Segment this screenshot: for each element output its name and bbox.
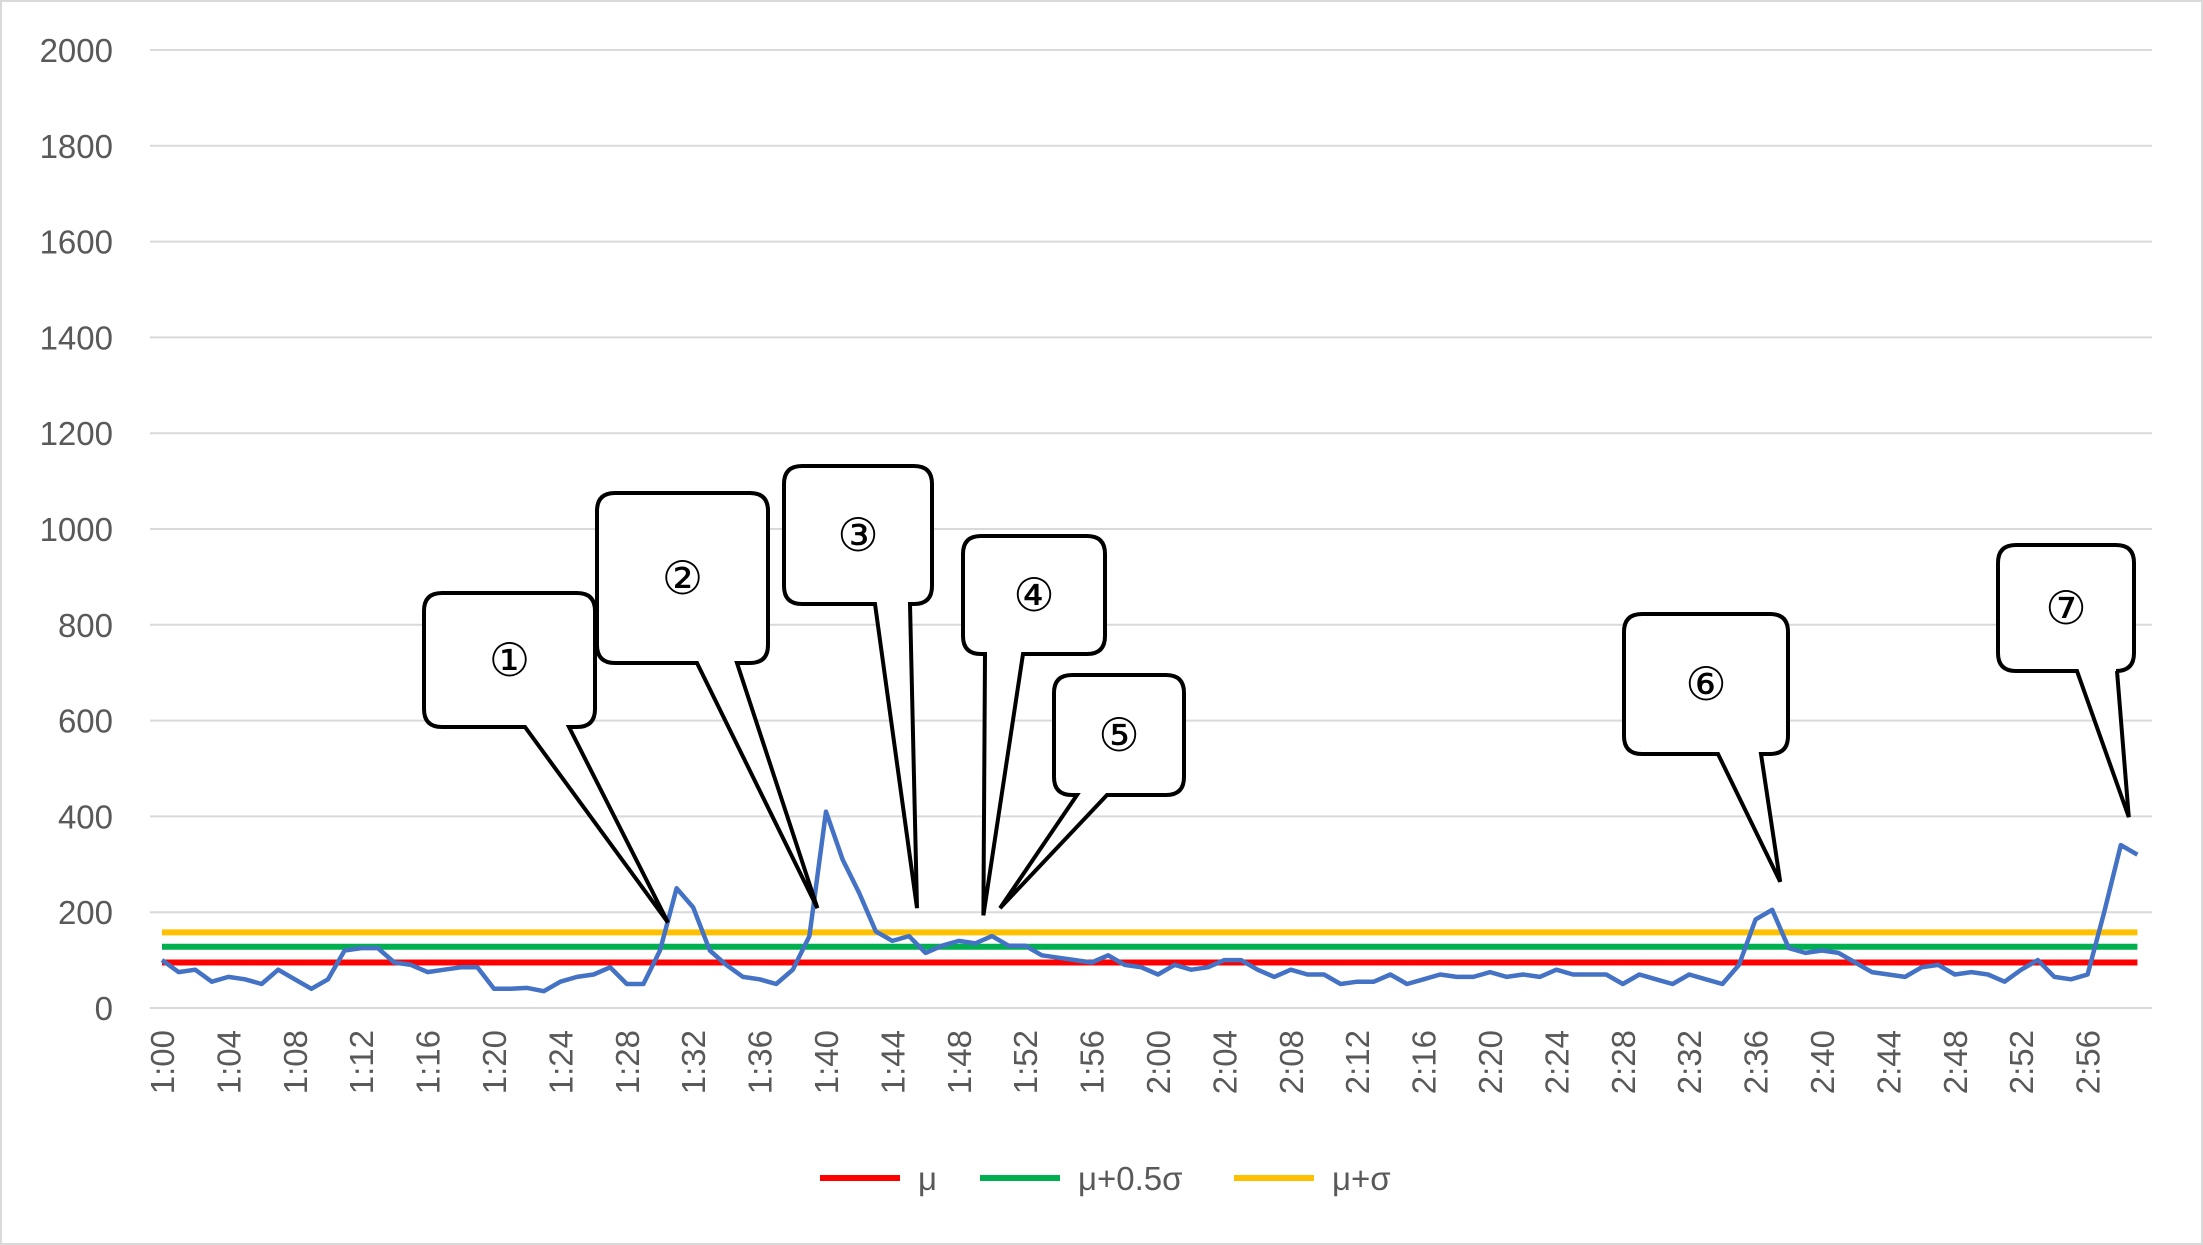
x-tick-label: 2:16 <box>1406 1030 1443 1094</box>
x-tick-label: 2:56 <box>2070 1030 2107 1094</box>
callout-bubble <box>595 491 820 910</box>
x-tick-label: 2:08 <box>1273 1030 1310 1094</box>
y-tick-label: 1600 <box>40 224 113 261</box>
x-tick-label: 1:40 <box>808 1030 845 1094</box>
callout-label: ⑦ <box>2045 581 2086 635</box>
x-tick-label: 2:00 <box>1140 1030 1177 1094</box>
y-tick-label: 2000 <box>40 32 113 69</box>
series-line-main <box>160 809 2139 994</box>
x-tick-label: 1:00 <box>144 1030 181 1094</box>
callout-bubble <box>1622 612 1790 883</box>
x-tick-label: 2:48 <box>1937 1030 1974 1094</box>
legend: μ μ+0.5σ μ+σ <box>820 1160 1391 1197</box>
callout-bubble <box>422 591 670 924</box>
x-tick-label: 1:24 <box>542 1030 579 1094</box>
callout-bubble <box>782 464 934 909</box>
x-tick-label: 1:48 <box>941 1030 978 1094</box>
x-tick-label: 2:24 <box>1538 1030 1575 1094</box>
y-tick-label: 1400 <box>40 319 113 356</box>
x-tick-label: 1:08 <box>277 1030 314 1094</box>
y-tick-label: 0 <box>95 990 113 1027</box>
grid-layer <box>150 49 2152 914</box>
y-tick-label: 1000 <box>40 511 113 548</box>
x-tick-label: 1:36 <box>742 1030 779 1094</box>
legend-label: μ+0.5σ <box>1078 1160 1183 1197</box>
y-tick-label: 200 <box>58 894 113 931</box>
x-tick-label: 1:32 <box>675 1030 712 1094</box>
callout-bubble <box>961 534 1107 916</box>
x-tick-label: 1:04 <box>210 1030 247 1094</box>
callout-bubble <box>998 673 1186 910</box>
x-tick-label: 2:20 <box>1472 1030 1509 1094</box>
y-tick-label: 1200 <box>40 415 113 452</box>
callout-label: ① <box>489 633 530 687</box>
callout-label: ④ <box>1013 568 1054 622</box>
x-tick-label: 2:40 <box>1804 1030 1841 1094</box>
x-tick-label: 2:52 <box>2003 1030 2040 1094</box>
x-tick-label: 2:44 <box>1870 1030 1907 1094</box>
y-tick-label: 1800 <box>40 128 113 165</box>
callout-bubble <box>1996 543 2136 818</box>
y-axis-labels: 0 200 400 600 800 1000 1200 1400 1600 1800 2000 <box>40 32 113 1027</box>
callout-label: ⑥ <box>1685 657 1726 711</box>
y-tick-label: 600 <box>58 703 113 740</box>
legend-label: μ <box>918 1160 937 1197</box>
series-layer <box>160 809 2139 994</box>
x-tick-label: 2:04 <box>1206 1030 1243 1094</box>
x-tick-label: 1:12 <box>343 1030 380 1094</box>
legend-label: μ+σ <box>1332 1160 1391 1197</box>
x-tick-label: 2:36 <box>1738 1030 1775 1094</box>
x-tick-label: 2:12 <box>1339 1030 1376 1094</box>
callout-layer: ① ② ③ ④ ⑤ ⑥ ⑦ <box>422 464 2136 924</box>
callout-label: ⑤ <box>1098 708 1139 762</box>
x-tick-label: 1:28 <box>609 1030 646 1094</box>
x-tick-label: 1:52 <box>1007 1030 1044 1094</box>
x-tick-label: 1:56 <box>1074 1030 1111 1094</box>
y-tick-label: 400 <box>58 798 113 835</box>
x-tick-label: 1:16 <box>410 1030 447 1094</box>
callout-label: ② <box>662 551 703 605</box>
x-tick-label: 2:32 <box>1671 1030 1708 1094</box>
x-tick-label: 1:44 <box>874 1030 911 1094</box>
x-axis-labels: 1:00 1:04 1:08 1:12 1:16 1:20 1:24 1:28 1:32 1:36… <box>144 1030 2107 1094</box>
x-tick-label: 1:20 <box>476 1030 513 1094</box>
y-tick-label: 800 <box>58 607 113 644</box>
x-tick-label: 2:28 <box>1605 1030 1642 1094</box>
callout-label: ③ <box>837 508 878 562</box>
